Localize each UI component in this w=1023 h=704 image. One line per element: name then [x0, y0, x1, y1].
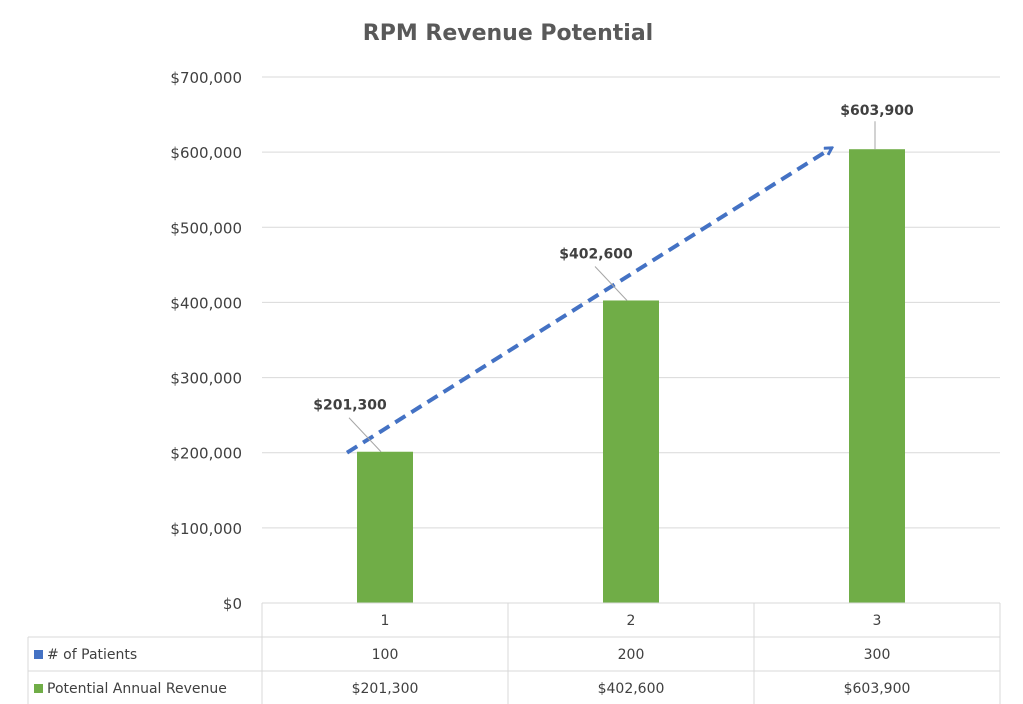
data-label-leader: [594, 266, 628, 301]
dashed-trend-arrow: [345, 148, 831, 455]
data-label: $603,900: [840, 103, 914, 119]
table-cell: $603,900: [844, 681, 911, 697]
bar: [849, 149, 905, 603]
data-labels: $201,300 $402,600 $603,900: [313, 103, 914, 453]
legend-key: [34, 684, 43, 693]
table-cell: $402,600: [598, 681, 665, 697]
bar: [357, 451, 413, 603]
bar: [603, 300, 659, 603]
y-tick-label: $0: [223, 595, 242, 613]
data-table: 1 2 3 # of Patients 100 200 300 Potential Annua…: [27, 602, 1001, 704]
table-cell: 200: [618, 647, 645, 663]
bars: [357, 149, 905, 603]
legend-label: # of Patients: [47, 647, 137, 663]
chart-title: RPM Revenue Potential: [363, 21, 653, 46]
x-category-label: 1: [381, 613, 390, 629]
x-category-label: 3: [873, 613, 882, 629]
table-cell: $201,300: [352, 681, 419, 697]
data-label: $402,600: [559, 246, 633, 262]
legend-label: Potential Annual Revenue: [47, 681, 227, 697]
table-cell: 300: [864, 647, 891, 663]
y-tick-label: $100,000: [170, 520, 242, 538]
y-tick-label: $700,000: [170, 69, 242, 87]
data-label: $201,300: [313, 398, 387, 414]
y-tick-label: $600,000: [170, 144, 242, 162]
y-axis-tick-labels: $0 $100,000 $200,000 $300,000 $400,000 $500,0…: [170, 69, 242, 613]
table-cell: 100: [372, 647, 399, 663]
trend-arrow: [345, 148, 831, 455]
y-tick-label: $300,000: [170, 370, 242, 388]
legend-key: [34, 650, 43, 659]
data-label-leader: [348, 417, 382, 453]
y-tick-label: $500,000: [170, 219, 242, 237]
y-tick-label: $400,000: [170, 294, 242, 312]
y-tick-label: $200,000: [170, 445, 242, 463]
x-category-label: 2: [627, 613, 636, 629]
